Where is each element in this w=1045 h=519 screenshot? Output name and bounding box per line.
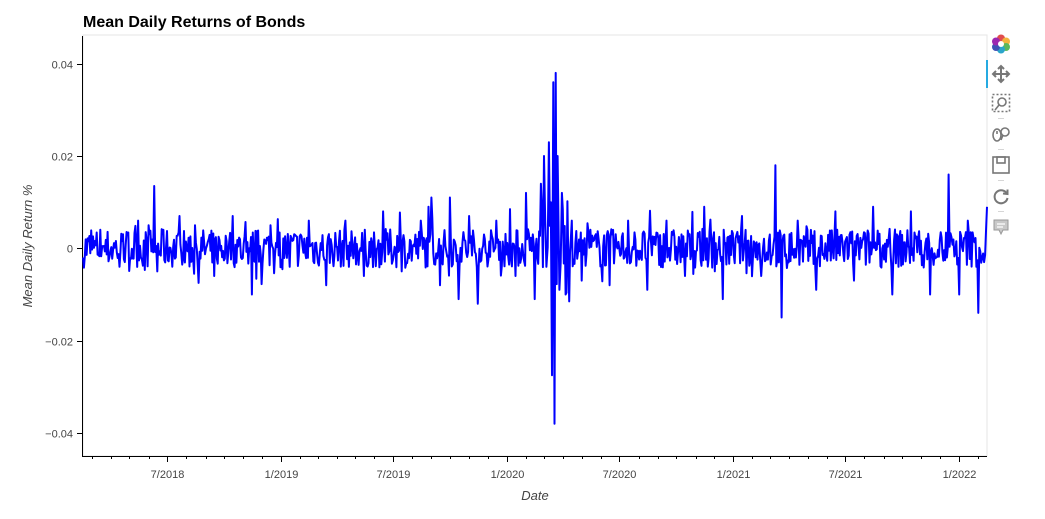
y-tick-label: −0.04 (45, 429, 73, 441)
toolbar-separator (998, 211, 1004, 212)
chart-title: Mean Daily Returns of Bonds (83, 14, 305, 31)
x-axis-label: Date (521, 488, 548, 503)
box-zoom-icon[interactable] (990, 92, 1012, 114)
series-line-bonds (82, 71, 988, 425)
toolbar-separator (998, 149, 1004, 150)
x-tick-label: 7/2020 (603, 469, 637, 481)
x-tick-label: 1/2021 (717, 469, 751, 481)
x-tick-label: 1/2020 (491, 469, 525, 481)
toolbar-separator (998, 118, 1004, 119)
y-tick-label: −0.02 (45, 337, 73, 349)
x-tick-label: 7/2019 (377, 469, 411, 481)
hover-icon[interactable] (990, 216, 1012, 238)
y-tick-label: 0 (67, 244, 73, 256)
pan-icon[interactable] (990, 63, 1012, 85)
x-tick-label: 7/2021 (829, 469, 863, 481)
y-axis-ticks: 0.04 0.02 0 −0.02 −0.04 (45, 60, 83, 441)
reset-icon[interactable] (990, 185, 1012, 207)
y-tick-label: 0.04 (52, 60, 73, 72)
x-tick-label: 7/2018 (151, 469, 185, 481)
save-icon[interactable] (990, 154, 1012, 176)
x-tick-label: 1/2022 (943, 469, 977, 481)
bokeh-logo-icon[interactable] (990, 33, 1012, 55)
toolbar-separator (998, 180, 1004, 181)
wheel-zoom-icon[interactable] (990, 123, 1012, 145)
active-tool-indicator (986, 60, 988, 88)
y-axis-label: Mean Daily Return % (20, 185, 35, 308)
y-tick-label: 0.02 (52, 152, 73, 164)
x-axis-ticks: 7/2018 1/2019 7/2019 1/2020 7/2020 1/2021 7/20… (92, 456, 979, 481)
x-tick-label: 1/2019 (265, 469, 299, 481)
